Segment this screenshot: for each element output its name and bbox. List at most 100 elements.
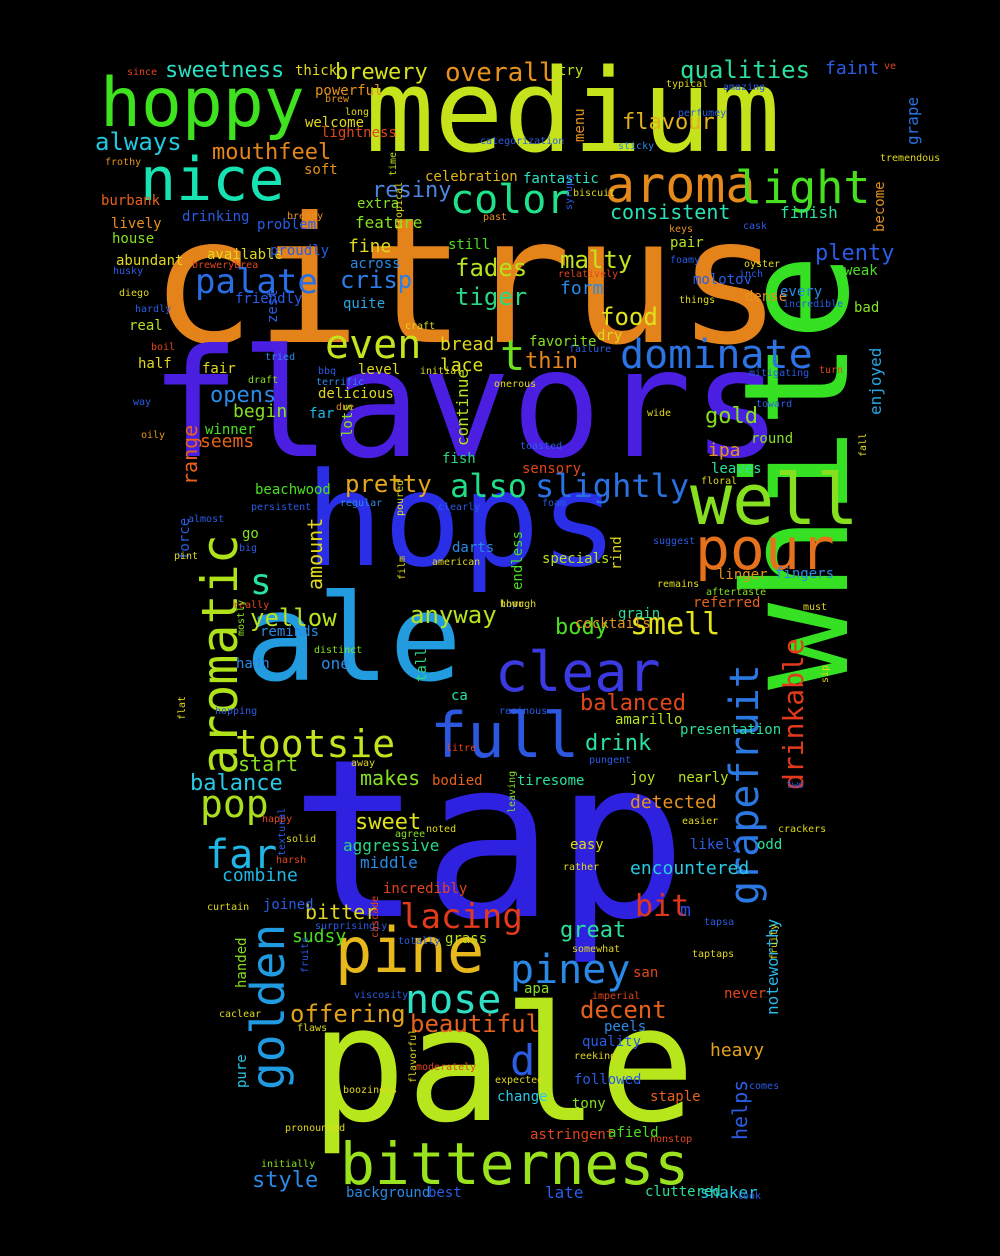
cloud-word: try (558, 63, 584, 79)
cloud-word: film (397, 555, 408, 580)
cloud-word: crisp (340, 266, 413, 294)
cloud-word: bitter (305, 900, 378, 924)
cloud-word: oily (141, 430, 166, 441)
cloud-word: real (129, 318, 163, 334)
cloud-word: grain (618, 606, 661, 622)
cloud-word: even (325, 322, 422, 368)
cloud-word: begin (233, 401, 288, 422)
cloud-word: craft (405, 321, 436, 332)
cloud-word: flavour (622, 110, 715, 135)
cloud-word: taptaps (692, 949, 735, 960)
cloud-word: incredible (783, 299, 844, 310)
cloud-word: friendly (235, 291, 303, 307)
cloud-word: late (545, 1183, 584, 1202)
cloud-word: offering (290, 1000, 406, 1028)
cloud-word: reeking (574, 1051, 617, 1062)
cloud-word: san (633, 965, 659, 981)
cloud-word: lacing (400, 897, 523, 937)
cloud-word: pale (310, 971, 696, 1158)
cloud-word: range (178, 424, 202, 485)
cloud-word: onerous (494, 379, 537, 390)
cloud-word: soft (304, 162, 338, 178)
cloud-word: cluttered (645, 1184, 721, 1200)
cloud-word: pungent (589, 755, 632, 766)
cloud-word: caclear (219, 1009, 262, 1020)
cloud-word: joy (630, 770, 656, 786)
cloud-word: tiresome (517, 773, 585, 789)
cloud-word: typical (666, 79, 709, 90)
cloud-word: hadn (236, 656, 270, 672)
cloud-word: harsh (276, 855, 307, 866)
cloud-word: combine (222, 865, 298, 886)
cloud-word: foamy (670, 255, 701, 266)
cloud-word: grape (903, 96, 922, 145)
cloud-word: proudly (270, 243, 330, 259)
cloud-word: foam (542, 498, 567, 509)
cloud-word: linger (717, 567, 768, 583)
cloud-word: textural (277, 807, 288, 856)
cloud-word: s (250, 562, 272, 603)
cloud-word: tony (572, 1096, 606, 1112)
cloud-word: afield (608, 1125, 659, 1141)
cloud-word: solid (286, 834, 317, 845)
cloud-word: plenty (815, 241, 895, 266)
cloud-word: tropical (394, 181, 405, 230)
cloud-word: enjoyed (866, 347, 885, 415)
cloud-word: regular (340, 498, 383, 509)
cloud-word: gold (705, 404, 758, 429)
cloud-word: well (690, 459, 859, 541)
cloud-word: thin (525, 349, 578, 374)
cloud-word: pretty (345, 470, 432, 498)
cloud-word: top (500, 599, 519, 610)
cloud-word: pine (335, 914, 485, 987)
cloud-word: seems (200, 431, 255, 452)
cloud-word: biscuit (573, 188, 616, 199)
cloud-word: full (430, 699, 580, 772)
cloud-word: far (205, 832, 278, 878)
cloud-word: referred (693, 595, 761, 611)
cloud-word: also (450, 467, 528, 505)
cloud-word: form (560, 278, 604, 299)
cloud-word: sip (820, 664, 831, 683)
cloud-word: burbank (101, 193, 161, 209)
cloud-word: food (600, 303, 658, 331)
cloud-word: yellow (250, 604, 337, 632)
cloud-word: menu (572, 108, 588, 142)
cloud-word: middle (360, 853, 418, 872)
cloud-word: never (724, 986, 767, 1002)
cloud-word: great (560, 918, 627, 943)
cloud-word: really (233, 600, 270, 611)
cloud-word: aggressive (343, 836, 440, 855)
cloud-word: boil (151, 342, 176, 353)
cloud-word: pure (234, 1054, 250, 1088)
cloud-word: syrupy (564, 173, 575, 210)
cloud-word: every (780, 284, 823, 300)
cloud-word: expected (495, 1075, 544, 1086)
cloud-word: sweet (355, 810, 422, 835)
cloud-word: qualities (680, 56, 811, 84)
cloud-word: citrus (150, 181, 783, 384)
cloud-word: fruity (769, 923, 780, 960)
cloud-word: incredibly (383, 881, 468, 897)
cloud-word: molotov (693, 272, 753, 288)
cloud-word: across (350, 256, 401, 272)
cloud-word: light (735, 161, 871, 214)
cloud-word: half (138, 356, 172, 372)
cloud-word: encountered (630, 858, 750, 879)
cloud-word: things (679, 295, 716, 306)
cloud-word: style (252, 1168, 319, 1193)
cloud-word: flavors (150, 318, 783, 492)
cloud-word: fish (442, 451, 476, 467)
cloud-word: nose (405, 977, 502, 1023)
cloud-word: oyster (744, 259, 781, 270)
cloud-word: ve (884, 61, 897, 72)
cloud-word: best (428, 1185, 462, 1201)
cloud-word: dry (597, 328, 623, 344)
cloud-word: weak (844, 263, 878, 279)
cloud-word: clear (495, 640, 661, 704)
cloud-word: sensory (522, 461, 582, 477)
cloud-word: moderately (416, 1062, 477, 1073)
cloud-word: brew (325, 94, 350, 105)
cloud-word: lightness (321, 125, 397, 141)
cloud-word: d (510, 1036, 536, 1085)
